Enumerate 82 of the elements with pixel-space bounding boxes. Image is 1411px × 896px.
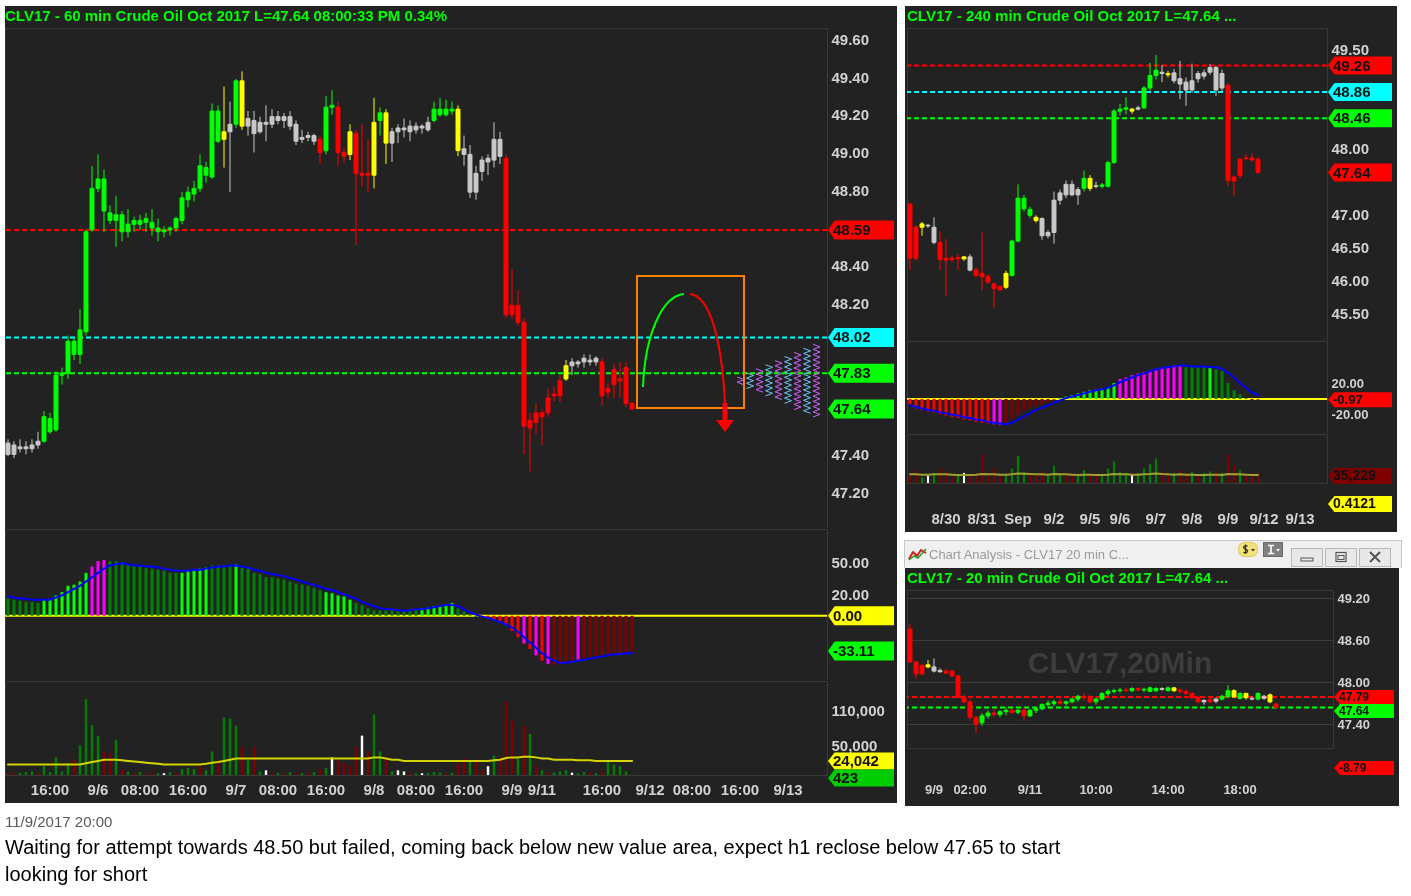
ref-line-label: 47.79 [1339,689,1370,704]
x-tick-label: 8/31 [967,509,997,527]
x-tick-label: 9/6 [87,780,109,798]
chart-title: CLV17 - 240 min Crude Oil Oct 2017 L=47.64 ... [907,7,1237,24]
x-tick-label: 16:00 [582,780,622,798]
ref-line-label: 48.02 [833,328,871,346]
x-tick-label: 9/11 [1017,781,1043,797]
text: -8.79 [1339,761,1367,775]
x-tick-label: 18:00 [1223,781,1257,797]
ref-line-label: 48.86 [1333,82,1371,100]
y-tick-label: 47.40 [1337,716,1371,732]
y-tick-label: -20.00 [1331,407,1369,423]
y-tick-label: 48.00 [1331,140,1370,158]
y-tick-label: 110,000 [831,701,885,719]
y-tick-label: 20.00 [1331,375,1365,391]
y-tick-label: 47.20 [831,483,870,501]
x-tick-label: 08:00 [120,780,160,798]
x-tick-label: 14:00 [1151,781,1185,797]
x-tick-label: 08:00 [396,780,436,798]
y-tick-label: 49.50 [1331,41,1370,59]
y-tick-label: 46.00 [1331,272,1370,290]
x-tick-label: 08:00 [258,780,298,798]
x-tick-label: 02:00 [953,781,987,797]
y-tick-label: 20.00 [831,585,870,603]
y-tick-label: 49.60 [831,30,870,48]
text: -0.97 [1333,391,1363,407]
x-tick-label: Sep [1004,509,1032,527]
x-tick-label: 9/12 [635,780,665,798]
x-tick-label: 9/7 [225,780,247,798]
text: 35,229 [1333,467,1377,483]
text: 0.4121 [1333,495,1377,511]
x-tick-label: 9/11 [527,780,557,798]
ref-line-label: 47.83 [833,364,871,382]
ref-line-label: 48.59 [833,220,871,238]
y-tick-label: 46.50 [1331,239,1370,257]
y-tick-label: 45.50 [1331,305,1370,323]
x-tick-label: 9/13 [1285,509,1315,527]
ref-line-label: 0.00 [833,606,863,624]
x-tick-label: 16:00 [30,780,70,798]
y-tick-label: 48.80 [831,181,870,199]
x-tick-label: 16:00 [306,780,346,798]
x-tick-label: 9/9 [1217,509,1239,527]
y-tick-label: 48.40 [831,257,870,275]
text: -33.11 [833,642,875,659]
y-tick-label: 49.20 [831,106,870,124]
x-tick-label: 9/13 [773,780,803,798]
y-tick-label: 47.00 [1331,206,1370,224]
chart-title: CLV17 - 60 min Crude Oil Oct 2017 L=47.64 08:00:33 PM 0.34% [5,7,448,24]
x-tick-label: 9/9 [924,781,944,797]
y-tick-label: 50,000 [831,737,878,755]
x-tick-label: 9/8 [363,780,385,798]
x-tick-label: 9/8 [1181,509,1203,527]
y-tick-label: 49.20 [1337,590,1371,606]
y-tick-label: 48.60 [1337,632,1371,648]
text: 24,042 [833,752,879,769]
ref-line-label: 49.26 [1333,56,1371,74]
x-tick-label: 9/5 [1079,509,1101,527]
x-tick-label: 9/7 [1145,509,1167,527]
y-tick-label: 49.00 [831,144,870,162]
chart-title: CLV17 - 20 min Crude Oil Oct 2017 L=47.64 ... [907,569,1229,586]
y-tick-label: 50.00 [831,553,870,571]
x-tick-label: 16:00 [720,780,760,798]
y-tick-label: 48.00 [1337,674,1371,690]
x-tick-label: 9/9 [501,780,523,798]
text: 47.64 [1333,163,1372,181]
y-tick-label: 47.40 [831,445,870,463]
y-tick-label: 49.40 [831,68,870,86]
text: 47.64 [833,400,872,417]
ref-line-label: 48.46 [1333,109,1371,127]
x-tick-label: 9/12 [1249,509,1279,527]
x-tick-label: 16:00 [444,780,484,798]
x-tick-label: 8/30 [931,509,961,527]
x-tick-label: 16:00 [168,780,208,798]
text: 11/9/2017 20:00 [5,812,114,832]
text: Waiting for attempt towards 48.50 but failed, coming back below new value area, expect h1 reclose below 47.65 to start looking for short [5,835,1062,887]
x-tick-label: 08:00 [672,780,712,798]
x-tick-label: 9/6 [1109,509,1131,527]
x-tick-label: 9/2 [1043,509,1065,527]
x-tick-label: 10:00 [1079,781,1113,797]
text: 423 [833,769,859,786]
y-tick-label: 48.20 [831,294,870,312]
ref-line-label: 47.64 [1339,703,1370,718]
